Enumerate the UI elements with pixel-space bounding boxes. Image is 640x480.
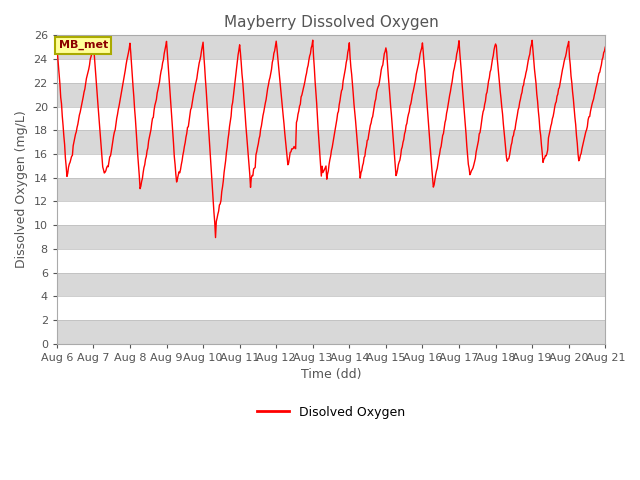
Bar [57,36,605,59]
Bar [57,83,605,107]
Bar [57,59,605,83]
Legend: Disolved Oxygen: Disolved Oxygen [252,401,410,424]
Bar [57,273,605,296]
Bar [57,12,605,36]
Bar [57,107,605,130]
Bar [57,320,605,344]
Bar [57,249,605,273]
Bar [57,130,605,154]
Bar [57,225,605,249]
Title: Mayberry Dissolved Oxygen: Mayberry Dissolved Oxygen [223,15,438,30]
X-axis label: Time (dd): Time (dd) [301,368,362,381]
Bar [57,178,605,202]
Bar [57,154,605,178]
Bar [57,296,605,320]
Bar [57,202,605,225]
Text: MB_met: MB_met [59,40,108,50]
Y-axis label: Dissolved Oxygen (mg/L): Dissolved Oxygen (mg/L) [15,111,28,268]
